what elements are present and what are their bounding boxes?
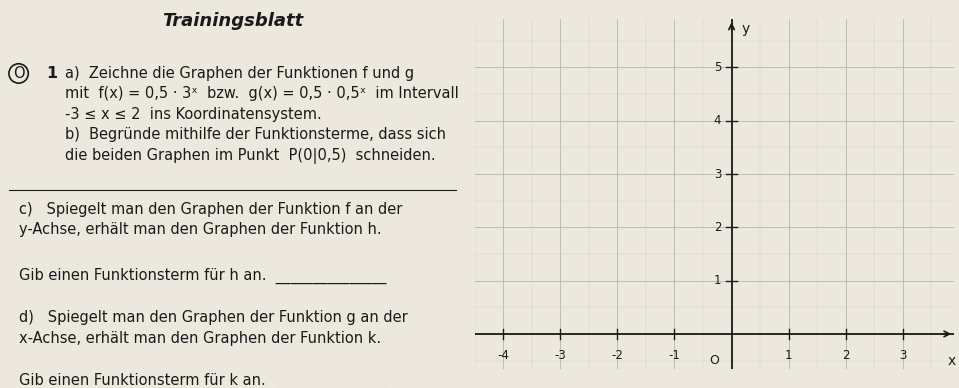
Text: 1: 1: [784, 349, 792, 362]
Text: Gib einen Funktionsterm für h an.  _______________: Gib einen Funktionsterm für h an. ______…: [18, 268, 386, 284]
Text: 1: 1: [47, 66, 58, 81]
Text: 4: 4: [713, 114, 721, 127]
Text: a)  Zeichne die Graphen der Funktionen f und g
mit  f(x) = 0,5 · 3ˣ  bzw.  g(x) : a) Zeichne die Graphen der Funktionen f …: [65, 66, 458, 164]
Text: -4: -4: [498, 349, 509, 362]
Text: x: x: [947, 354, 955, 368]
Text: 5: 5: [713, 61, 721, 74]
Text: d)   Spiegelt man den Graphen der Funktion g an der
x-Achse, erhält man den Grap: d) Spiegelt man den Graphen der Funktion…: [18, 310, 408, 346]
Text: 2: 2: [713, 221, 721, 234]
Text: O: O: [709, 354, 719, 367]
Text: 2: 2: [842, 349, 850, 362]
Text: O: O: [12, 66, 24, 81]
Text: Trainingsblatt: Trainingsblatt: [162, 12, 303, 29]
Text: 3: 3: [713, 168, 721, 180]
Text: -2: -2: [612, 349, 623, 362]
Text: y: y: [742, 22, 750, 36]
Text: c)   Spiegelt man den Graphen der Funktion f an der
y-Achse, erhält man den Grap: c) Spiegelt man den Graphen der Funktion…: [18, 202, 402, 237]
Text: -3: -3: [554, 349, 566, 362]
Text: -1: -1: [668, 349, 681, 362]
Text: Gib einen Funktionsterm für k an.  _______________: Gib einen Funktionsterm für k an. ______…: [18, 372, 386, 388]
Text: 1: 1: [713, 274, 721, 287]
Text: 3: 3: [900, 349, 906, 362]
